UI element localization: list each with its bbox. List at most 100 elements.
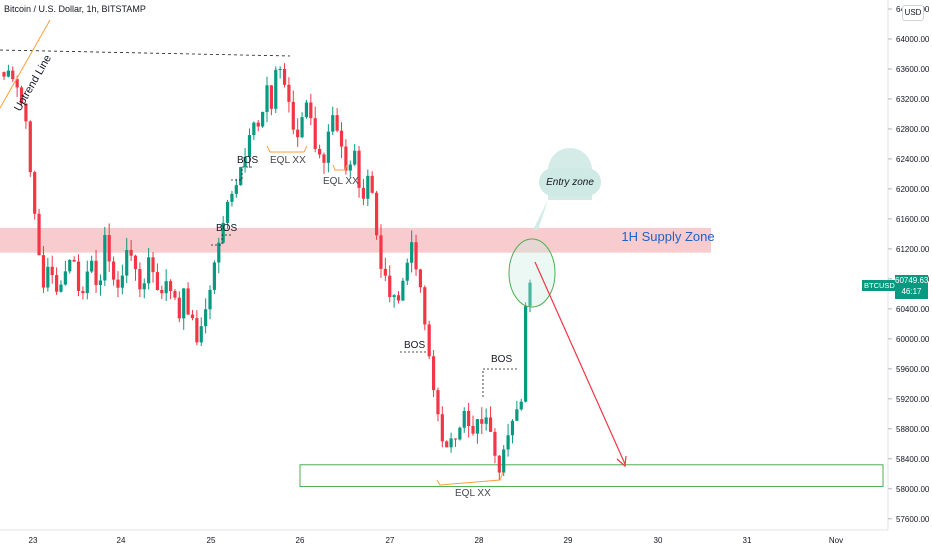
candle[interactable] [6, 70, 10, 77]
candle[interactable] [291, 101, 295, 130]
candle[interactable] [278, 69, 282, 71]
candle[interactable] [81, 290, 85, 294]
candle[interactable] [120, 275, 124, 288]
candle[interactable] [217, 242, 221, 263]
candle[interactable] [46, 266, 50, 288]
candle[interactable] [427, 324, 431, 357]
candle[interactable] [423, 287, 427, 325]
candle[interactable] [414, 242, 418, 270]
candle[interactable] [234, 185, 238, 194]
candle[interactable] [19, 87, 24, 104]
candle[interactable] [353, 150, 357, 165]
candle[interactable] [453, 438, 458, 440]
candle[interactable] [225, 201, 230, 223]
candle[interactable] [190, 314, 195, 319]
candle[interactable] [339, 130, 344, 147]
candle[interactable] [396, 295, 401, 301]
entry-zone-circle[interactable] [508, 238, 556, 308]
candle[interactable] [300, 117, 304, 138]
candle[interactable] [247, 135, 252, 157]
candle[interactable] [63, 271, 67, 285]
candle[interactable] [431, 356, 436, 391]
candle[interactable] [440, 414, 444, 442]
candle[interactable] [383, 268, 387, 276]
candle[interactable] [502, 449, 506, 473]
candle[interactable] [418, 269, 423, 288]
candle[interactable] [59, 284, 63, 292]
candle[interactable] [357, 150, 361, 188]
candle[interactable] [462, 410, 466, 428]
candle[interactable] [243, 156, 247, 168]
candle[interactable] [304, 102, 309, 118]
candle[interactable] [458, 427, 462, 440]
candle[interactable] [68, 259, 72, 272]
candle[interactable] [186, 288, 190, 315]
candle[interactable] [252, 122, 256, 136]
candle[interactable] [147, 257, 151, 284]
candle[interactable] [11, 70, 15, 80]
candle[interactable] [497, 455, 501, 473]
candle[interactable] [335, 115, 339, 131]
candle[interactable] [436, 390, 440, 415]
candle[interactable] [445, 441, 449, 448]
candle[interactable] [72, 259, 76, 262]
candle[interactable] [374, 192, 379, 236]
candle[interactable] [15, 79, 19, 88]
candle[interactable] [239, 167, 243, 186]
candle[interactable] [103, 235, 107, 281]
candle[interactable] [55, 275, 59, 292]
candle[interactable] [151, 257, 155, 273]
candle[interactable] [230, 193, 234, 202]
candle[interactable] [467, 410, 471, 427]
candle[interactable] [348, 164, 352, 171]
candle[interactable] [177, 297, 181, 319]
candle[interactable] [282, 69, 287, 85]
candle[interactable] [208, 289, 212, 310]
candle[interactable] [524, 306, 528, 402]
candle[interactable] [2, 72, 6, 77]
candle[interactable] [331, 115, 335, 132]
candle[interactable] [261, 111, 265, 127]
candle[interactable] [221, 222, 225, 243]
candle[interactable] [484, 417, 488, 424]
candle[interactable] [471, 426, 475, 434]
candle[interactable] [449, 438, 453, 448]
candle[interactable] [111, 261, 116, 280]
candle[interactable] [392, 295, 396, 298]
candle[interactable] [326, 131, 330, 163]
candle[interactable] [50, 266, 54, 276]
candle[interactable] [488, 417, 493, 432]
candle[interactable] [204, 309, 208, 327]
candle[interactable] [199, 326, 203, 343]
candle[interactable] [76, 261, 81, 291]
candle[interactable] [318, 148, 322, 155]
candle[interactable] [344, 146, 348, 171]
candle[interactable] [287, 84, 291, 102]
candle[interactable] [212, 262, 216, 290]
candle[interactable] [401, 280, 405, 301]
candle[interactable] [379, 235, 383, 269]
time-axis[interactable]: 23 24 25 26 27 28 29 30 31 Nov [29, 536, 844, 545]
candle[interactable] [528, 282, 532, 307]
candle[interactable] [182, 288, 186, 319]
candle[interactable] [322, 154, 326, 163]
candle[interactable] [195, 318, 199, 343]
candle[interactable] [168, 281, 173, 292]
candle[interactable] [129, 249, 133, 256]
candle[interactable] [160, 289, 164, 294]
candle[interactable] [173, 291, 177, 298]
candle[interactable] [98, 280, 103, 285]
candle[interactable] [265, 85, 269, 112]
candle[interactable] [138, 269, 142, 290]
candle[interactable] [309, 102, 313, 119]
candle[interactable] [125, 249, 129, 276]
candle[interactable] [480, 419, 484, 424]
candle[interactable] [313, 118, 317, 149]
candle[interactable] [94, 260, 98, 285]
demand-zone[interactable] [299, 464, 884, 488]
candle[interactable] [515, 409, 519, 421]
candle[interactable] [116, 279, 120, 288]
candle[interactable] [142, 283, 146, 290]
supply-zone[interactable] [0, 227, 711, 253]
